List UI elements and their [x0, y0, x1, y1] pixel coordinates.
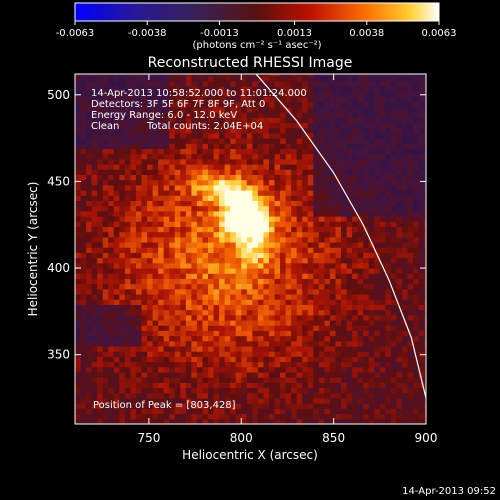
plot-frame	[74, 73, 427, 425]
annotation-detectors: Detectors: 3F 5F 6F 7F 8F 9F, Att 0	[91, 99, 265, 110]
colorbar-ticks: -0.0063 -0.0038 -0.0013 0.0013 0.0038 0.0063	[56, 21, 457, 39]
y-tick-label: 400	[47, 261, 70, 275]
heatmap-cells	[75, 74, 426, 424]
annotations: 14-Apr-2013 10:58:52.000 to 11:01:24.000…	[91, 88, 307, 411]
annotation-energy-range: Energy Range: 6.0 - 12.0 keV	[91, 110, 237, 121]
x-axis-ticks: 750 800 850 900	[137, 74, 437, 445]
y-axis-label: Heliocentric Y (arcsec)	[26, 182, 40, 317]
x-tick-label: 750	[137, 431, 160, 445]
x-tick-label: 900	[415, 431, 438, 445]
y-tick-label: 350	[47, 348, 70, 362]
x-tick-label: 800	[230, 431, 253, 445]
solar-limb-line	[255, 74, 426, 401]
peak-position-label: Position of Peak = [803,428]	[93, 400, 236, 411]
colorbar-unit-label: (photons cm⁻² s⁻¹ asec⁻²)	[192, 40, 321, 51]
colorbar-tick-label: -0.0038	[128, 28, 167, 39]
y-tick-label: 500	[47, 88, 70, 102]
annotation-time-range: 14-Apr-2013 10:58:52.000 to 11:01:24.000	[91, 88, 307, 99]
chart-title: Reconstructed RHESSI Image	[148, 55, 353, 71]
colorbar-tick-label: -0.0063	[56, 28, 95, 39]
x-axis-label: Heliocentric X (arcsec)	[182, 448, 318, 462]
footer-timestamp: 14-Apr-2013 09:52	[402, 486, 496, 497]
colorbar-tick-label: 0.0063	[422, 28, 457, 39]
colorbar-tick-label: 0.0013	[277, 28, 312, 39]
colorbar-tick-label: -0.0013	[200, 28, 239, 39]
colorbar-tick-label: 0.0038	[349, 28, 384, 39]
annotation-clean: Clean	[91, 121, 119, 132]
annotation-total-counts: Total counts: 2.04E+04	[146, 121, 263, 132]
y-axis-ticks: 350 400 450 500	[47, 88, 426, 362]
colorbar	[74, 2, 440, 22]
x-tick-label: 850	[322, 431, 345, 445]
y-tick-label: 450	[47, 174, 70, 188]
